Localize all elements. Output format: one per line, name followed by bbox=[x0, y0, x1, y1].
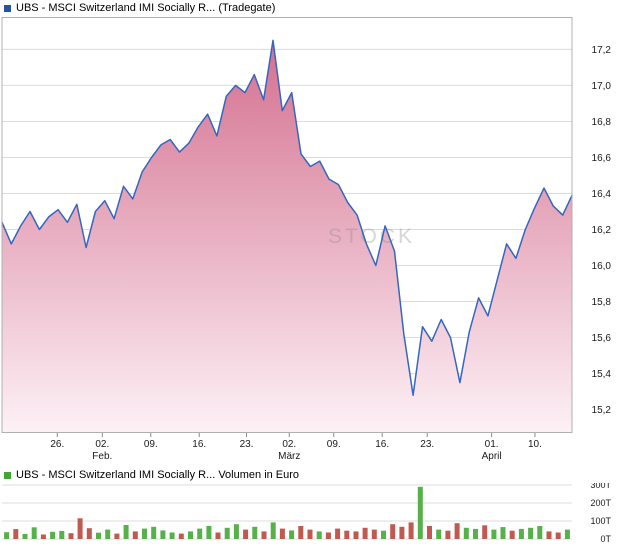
price-chart-header: UBS - MSCI Switzerland IMI Socially R...… bbox=[4, 2, 275, 14]
svg-text:16,2: 16,2 bbox=[592, 225, 612, 236]
svg-text:200T: 200T bbox=[590, 498, 611, 508]
svg-text:16,0: 16,0 bbox=[592, 261, 612, 272]
price-chart-plot: 17,2 17,0 16,8 16,6 16,4 16,2 16,0 15,8 15,6 15,4… bbox=[1, 17, 612, 462]
price-chart-title: UBS - MSCI Switzerland IMI Socially R...… bbox=[16, 2, 276, 14]
svg-text:10.: 10. bbox=[528, 439, 542, 450]
svg-text:23.: 23. bbox=[420, 439, 434, 450]
svg-text:16,8: 16,8 bbox=[592, 117, 612, 128]
svg-text:0T: 0T bbox=[600, 534, 611, 544]
volume-chart-plot: 300T 200T 100T 0T bbox=[2, 483, 612, 544]
volume-chart-title: UBS - MSCI Switzerland IMI Socially R...… bbox=[16, 469, 300, 481]
svg-text:15,6: 15,6 bbox=[592, 333, 612, 344]
volume-chart-header: UBS - MSCI Switzerland IMI Socially R...… bbox=[4, 469, 299, 481]
svg-text:16,6: 16,6 bbox=[592, 153, 612, 164]
price-series-legend-icon bbox=[4, 4, 11, 12]
svg-text:16.: 16. bbox=[192, 439, 206, 450]
svg-text:17,2: 17,2 bbox=[592, 45, 612, 56]
svg-text:STOCK: STOCK bbox=[328, 225, 415, 248]
svg-text:16.: 16. bbox=[375, 439, 389, 450]
svg-text:15,4: 15,4 bbox=[592, 369, 612, 380]
svg-text:16,4: 16,4 bbox=[592, 189, 612, 200]
svg-text:26.: 26. bbox=[50, 439, 64, 450]
svg-text:09.: 09. bbox=[327, 439, 341, 450]
svg-text:17,0: 17,0 bbox=[592, 81, 612, 92]
svg-text:April: April bbox=[482, 451, 502, 462]
svg-text:01.: 01. bbox=[485, 439, 499, 450]
svg-text:02.: 02. bbox=[95, 439, 109, 450]
svg-text:Feb.: Feb. bbox=[92, 451, 112, 462]
svg-text:15,8: 15,8 bbox=[592, 297, 612, 308]
svg-text:15,2: 15,2 bbox=[592, 405, 612, 416]
svg-text:100T: 100T bbox=[590, 516, 611, 526]
svg-text:300T: 300T bbox=[590, 483, 611, 490]
svg-text:02.: 02. bbox=[282, 439, 296, 450]
volume-series-legend-icon bbox=[4, 471, 11, 479]
svg-text:23.: 23. bbox=[240, 439, 254, 450]
svg-text:März: März bbox=[278, 451, 300, 462]
svg-text:09.: 09. bbox=[144, 439, 158, 450]
